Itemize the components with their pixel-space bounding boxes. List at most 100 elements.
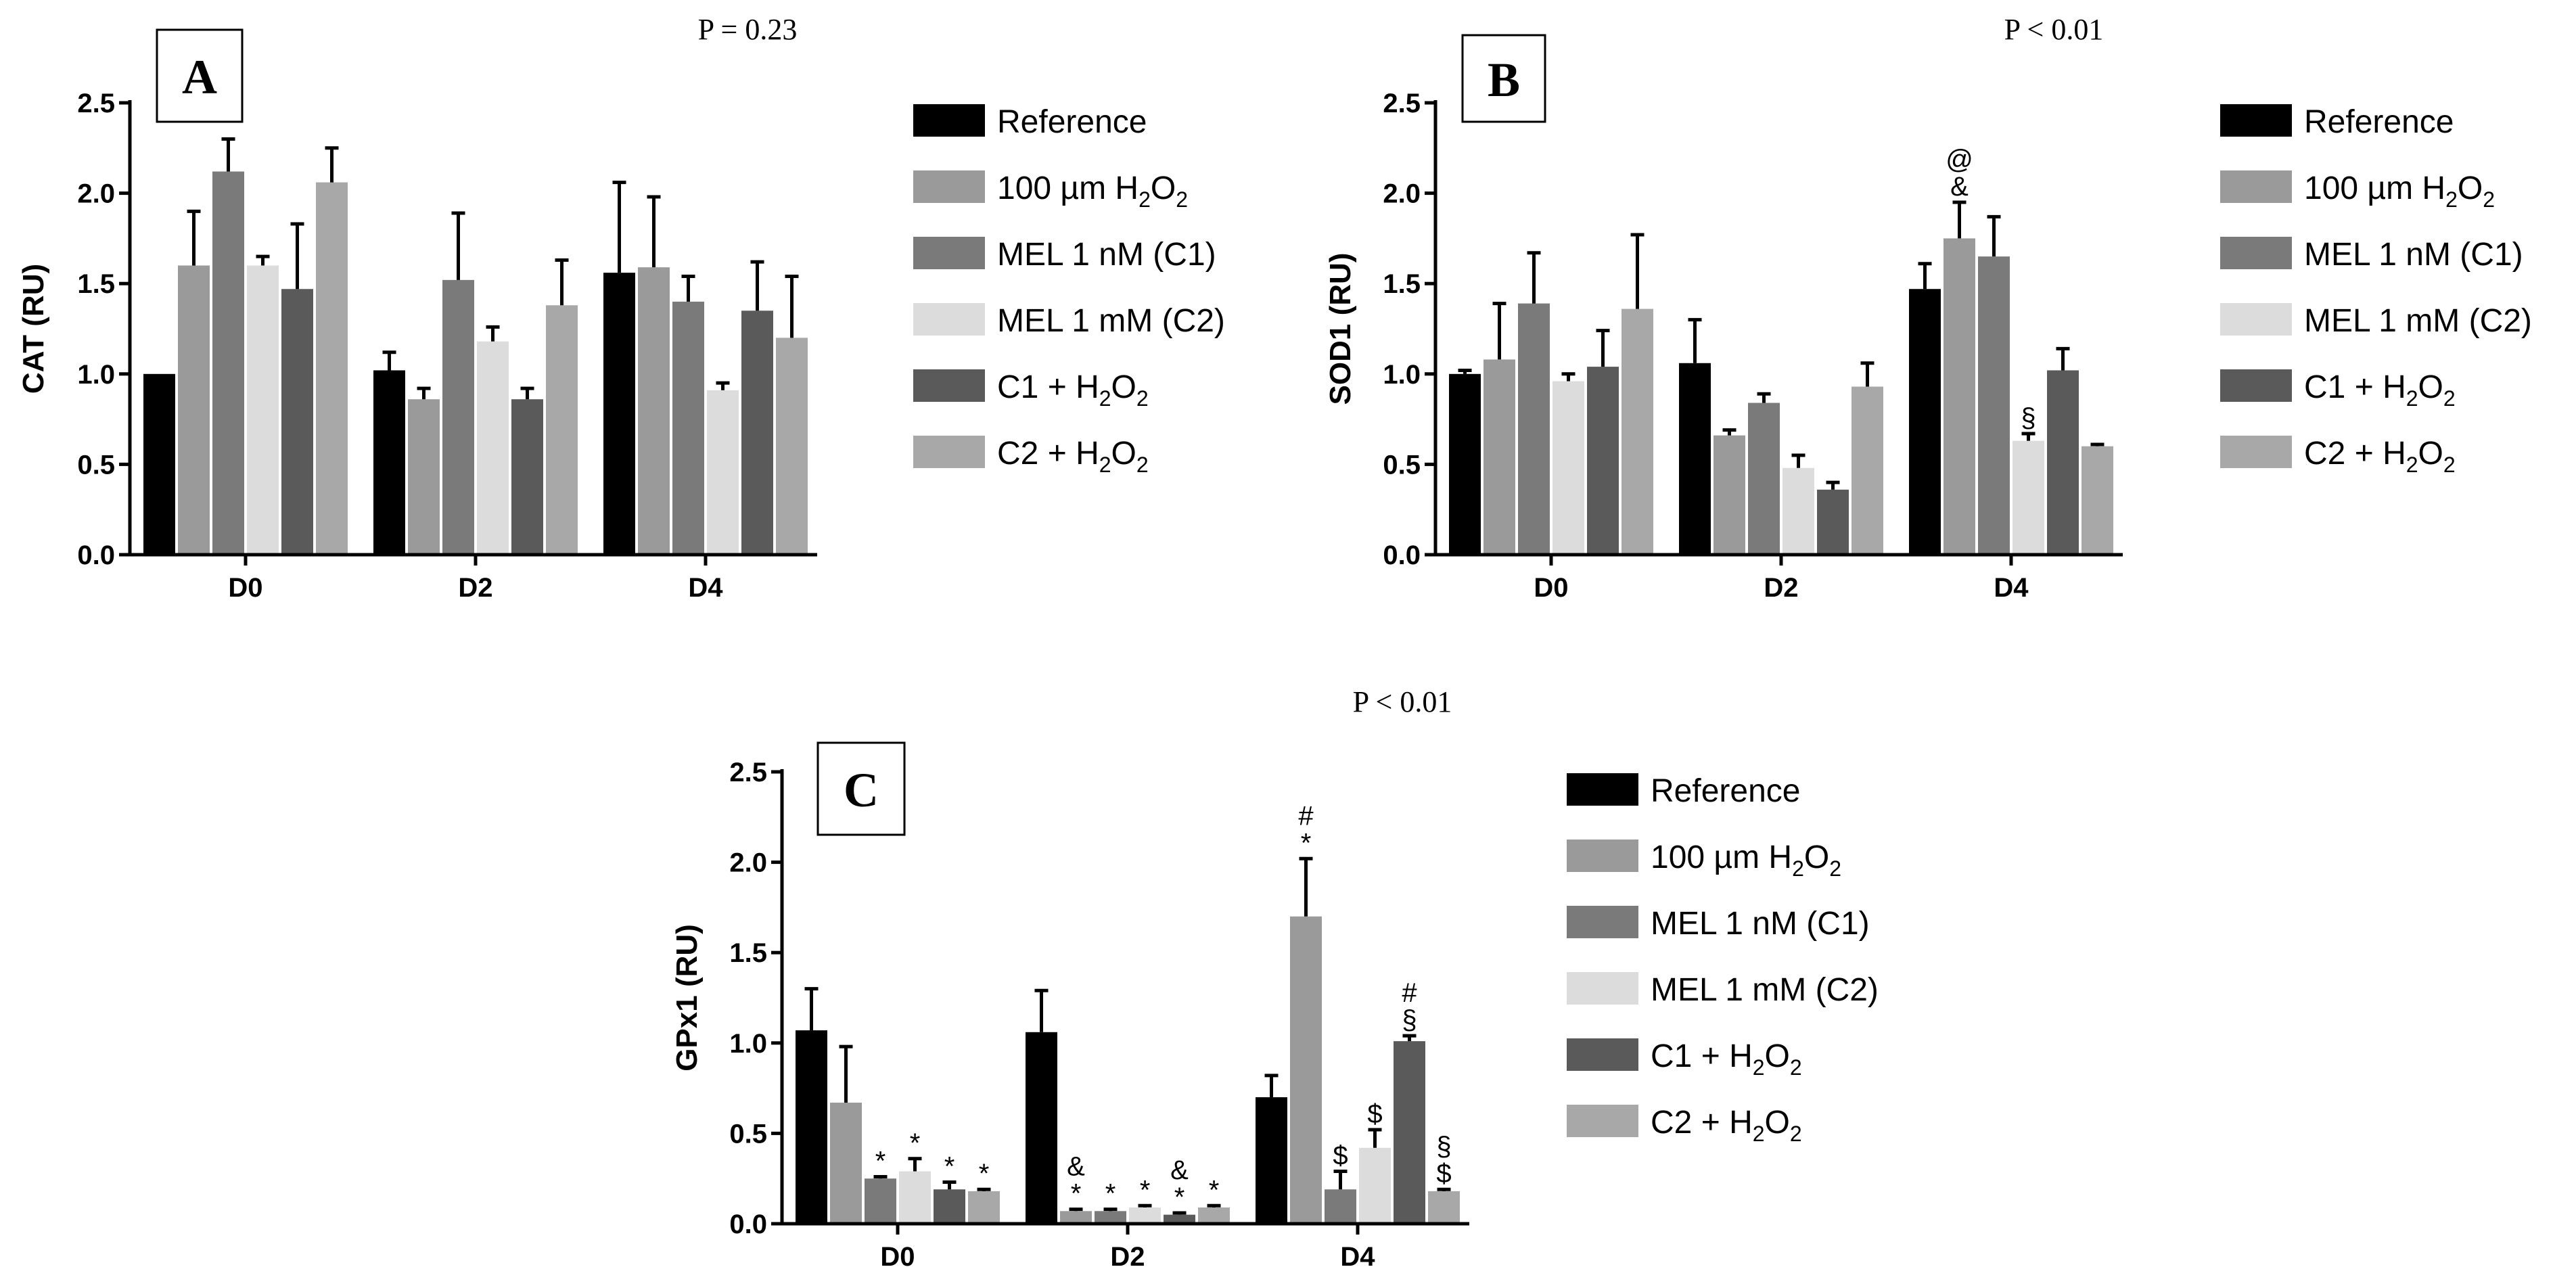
x-tick-label: D0 (1534, 573, 1568, 603)
legend-text: O (1111, 369, 1136, 405)
significance-marker: § (1436, 1132, 1451, 1162)
legend-swatch (913, 104, 985, 137)
bar (1714, 435, 1745, 555)
legend-swatch (913, 170, 985, 203)
significance-marker: § (2021, 403, 2036, 433)
legend-swatch (2220, 104, 2292, 137)
bar (796, 1030, 827, 1224)
bar (1428, 1191, 1460, 1224)
y-axis-title: SOD1 (RU) (1324, 253, 1357, 405)
legend-text: C1 + H (2304, 369, 2406, 405)
legend-text: O (2458, 170, 2483, 206)
legend-text: C2 + H (997, 436, 1099, 472)
legend-subscript: 2 (1176, 187, 1188, 212)
significance-marker: * (979, 1159, 990, 1189)
legend-text: MEL 1 nM (C1) (997, 237, 1216, 273)
y-tick-label: 0.0 (77, 540, 115, 570)
bar (1679, 363, 1711, 555)
legend-text: O (1765, 1105, 1790, 1141)
legend-subscript: 2 (2406, 386, 2418, 411)
significance-marker: * (1140, 1175, 1151, 1205)
significance-marker: * (944, 1152, 955, 1182)
bar (1909, 289, 1941, 555)
legend-text: MEL 1 nM (C1) (2304, 237, 2523, 273)
legend-subscript: 2 (1753, 1055, 1765, 1080)
bar (603, 273, 635, 555)
bar (178, 265, 210, 555)
bar (865, 1178, 896, 1224)
legend-subscript: 2 (1753, 1122, 1765, 1146)
legend-text: Reference (1651, 773, 1800, 809)
legend-text: 100 (2304, 170, 2367, 206)
p-value-label: P < 0.01 (1353, 685, 1452, 718)
panel-letter: C (844, 763, 879, 817)
legend-swatch (913, 237, 985, 269)
bar (1060, 1211, 1092, 1224)
bar (638, 267, 670, 555)
legend-text: C2 + H (2304, 436, 2406, 472)
bar (477, 341, 509, 555)
legend-subscript: 2 (1790, 1055, 1802, 1080)
y-axis-title: GPx1 (RU) (670, 924, 704, 1072)
bar (1325, 1189, 1356, 1224)
panel-c-gpx1-chart: D0 D2 D4*** * &* * *&* *#*$$#§§$0.00.51.01.52.0… (670, 685, 1879, 1272)
y-tick-label: 1.0 (729, 1029, 767, 1059)
legend-text: O (1111, 436, 1136, 472)
bar (934, 1189, 965, 1224)
bar (1394, 1041, 1425, 1224)
legend-text: Reference (2304, 104, 2454, 140)
legend-text: C1 + H (1651, 1038, 1753, 1074)
bar (1290, 916, 1322, 1224)
legend-subscript: 2 (1136, 453, 1149, 477)
bar (247, 265, 279, 555)
x-tick-label: D4 (1340, 1242, 1375, 1272)
y-tick-label: 2.5 (77, 89, 115, 118)
y-tick-label: 2.0 (729, 848, 767, 878)
bar (546, 305, 578, 555)
y-tick-label: 0.0 (729, 1210, 767, 1239)
significance-marker: & (1950, 172, 1969, 202)
legend-text: H (2413, 170, 2445, 206)
y-tick-label: 2.5 (1383, 89, 1421, 118)
significance-marker: * (1071, 1179, 1082, 1209)
bar (212, 171, 244, 555)
legend-subscript: 2 (1099, 386, 1111, 411)
legend-label: Reference (1651, 773, 1800, 809)
legend-label: Reference (2304, 104, 2454, 140)
y-axis-title: CAT (RU) (17, 264, 50, 394)
bar (2082, 446, 2113, 555)
x-tick-label: D0 (228, 573, 262, 603)
bar (442, 279, 474, 555)
panel-letter: A (182, 50, 217, 104)
bar (968, 1191, 1000, 1224)
legend-text: H (1760, 840, 1792, 875)
bar (2047, 370, 2079, 555)
significance-marker: * (1174, 1182, 1185, 1212)
y-tick-label: 2.5 (729, 758, 767, 787)
legend-swatch (1567, 840, 1638, 872)
y-tick-label: 1.0 (77, 360, 115, 390)
bar (1622, 308, 1653, 555)
legend-label: C1 + H2O2 (997, 369, 1149, 411)
x-tick-label: D0 (880, 1242, 915, 1272)
x-tick-label: D4 (688, 573, 723, 603)
bar (1256, 1097, 1287, 1224)
legend-swatch (1567, 1105, 1638, 1137)
bar (1359, 1147, 1391, 1224)
legend-text: O (2418, 436, 2443, 472)
y-tick-label: 2.0 (1383, 179, 1421, 209)
bar (1518, 303, 1550, 555)
legend-text: MEL 1 mM (C2) (997, 303, 1225, 339)
legend-label: MEL 1 mM (C2) (2304, 303, 2532, 339)
y-tick-label: 0.5 (729, 1119, 767, 1149)
legend-text: O (2418, 369, 2443, 405)
significance-marker: # (1402, 978, 1417, 1008)
legend-swatch (913, 303, 985, 336)
panel-a-cat-chart: D0 D2 D4 0.0 0.5 1.0 1.5 2.0 2.5 CAT (RU) P = 0.23… (17, 13, 1225, 603)
y-tick-label: 1.5 (77, 269, 115, 299)
legend-swatch (2220, 170, 2292, 203)
legend-swatch (913, 369, 985, 402)
y-tick-label: 0.5 (77, 450, 115, 480)
panel-letter-box (1461, 34, 1546, 123)
bar (2013, 440, 2044, 555)
